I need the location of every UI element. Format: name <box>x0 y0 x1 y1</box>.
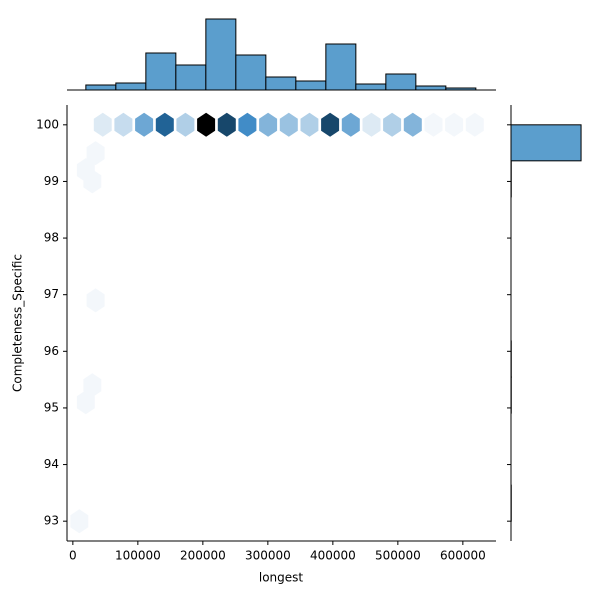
hexbin <box>93 112 112 137</box>
hexbin <box>383 112 402 137</box>
hexbin <box>76 390 95 415</box>
hexbin <box>114 112 133 137</box>
hexbin <box>86 288 105 313</box>
x-tick-label: 200000 <box>180 549 226 563</box>
hexbin <box>83 373 102 398</box>
hexbin <box>135 112 154 137</box>
x-tick-label: 500000 <box>375 549 421 563</box>
hist-bar <box>115 82 147 91</box>
y-tick-label: 98 <box>44 231 59 245</box>
hexbin <box>176 112 195 137</box>
hist-bar <box>510 124 582 162</box>
y-tick-label: 96 <box>44 344 59 358</box>
hist-bar <box>175 64 207 91</box>
hist-bar <box>265 76 297 91</box>
plot-area <box>67 105 496 541</box>
hexbin <box>424 112 443 137</box>
y-tick-label: 97 <box>44 287 59 301</box>
hexbin <box>321 112 340 137</box>
hist-bar <box>415 85 447 91</box>
hexbin <box>83 169 102 194</box>
hexbin <box>238 112 257 137</box>
hexbin <box>403 112 422 137</box>
hexbin <box>155 112 174 137</box>
hexbin <box>465 112 484 137</box>
x-tick-label: 600000 <box>440 549 486 563</box>
hist-bar <box>295 80 327 91</box>
y-tick-label: 99 <box>44 174 59 188</box>
hexbin <box>341 112 360 137</box>
hexbin <box>279 112 298 137</box>
hist-bar <box>145 52 177 91</box>
y-tick-label: 94 <box>44 457 59 471</box>
hist-bar <box>205 18 237 91</box>
hist-bar <box>325 43 357 91</box>
y-axis-label: Completeness_Specific <box>11 254 25 392</box>
x-axis-label: longest <box>259 571 304 585</box>
x-tick-label: 100000 <box>115 549 161 563</box>
hexbin <box>70 509 89 534</box>
x-tick-label: 0 <box>69 549 77 563</box>
hexbin <box>362 112 381 137</box>
x-tick-label: 400000 <box>310 549 356 563</box>
hist-bar <box>235 54 267 91</box>
hist-bar <box>355 83 387 91</box>
hist-bar <box>85 84 117 91</box>
hexbin <box>300 112 319 137</box>
hexbin <box>259 112 278 137</box>
y-tick-label: 93 <box>44 514 59 528</box>
hexbin <box>445 112 464 137</box>
hexbin <box>86 141 105 166</box>
y-tick-label: 95 <box>44 400 59 414</box>
y-tick-label: 100 <box>36 117 59 131</box>
hexbin <box>217 112 236 137</box>
hist-bar <box>385 73 417 91</box>
hexbin <box>197 112 216 137</box>
x-tick-label: 300000 <box>245 549 291 563</box>
